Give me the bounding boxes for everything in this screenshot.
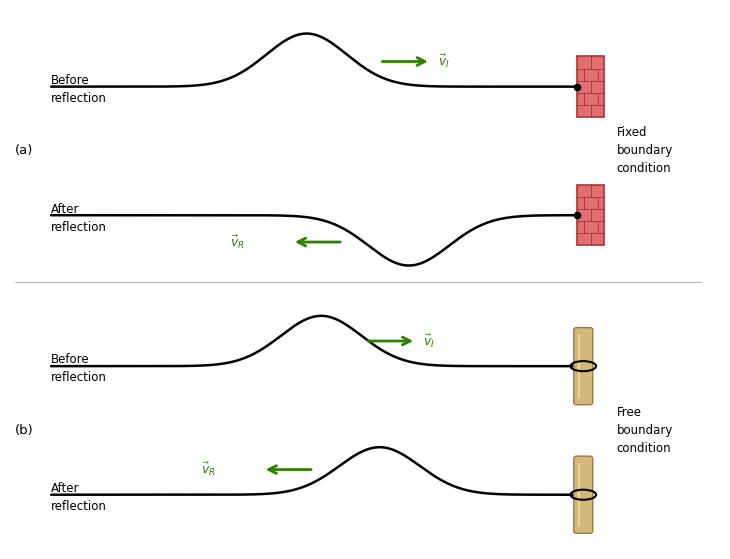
Bar <box>577 185 604 245</box>
FancyBboxPatch shape <box>574 456 593 533</box>
Text: Free
boundary
condition: Free boundary condition <box>617 406 673 455</box>
Text: (a): (a) <box>15 144 33 158</box>
Text: $\vec{v}_I$: $\vec{v}_I$ <box>438 53 450 70</box>
Text: $\vec{v}_I$: $\vec{v}_I$ <box>423 332 435 350</box>
Text: Before
reflection: Before reflection <box>51 74 107 105</box>
Text: Before
reflection: Before reflection <box>51 353 107 385</box>
Bar <box>577 56 604 117</box>
Text: (b): (b) <box>15 424 34 437</box>
Text: $\vec{v}_R$: $\vec{v}_R$ <box>230 233 245 251</box>
FancyBboxPatch shape <box>574 328 593 405</box>
Text: After
reflection: After reflection <box>51 202 107 234</box>
Text: After
reflection: After reflection <box>51 482 107 513</box>
Text: $\vec{v}_R$: $\vec{v}_R$ <box>201 461 215 479</box>
Text: Fixed
boundary
condition: Fixed boundary condition <box>617 126 673 176</box>
